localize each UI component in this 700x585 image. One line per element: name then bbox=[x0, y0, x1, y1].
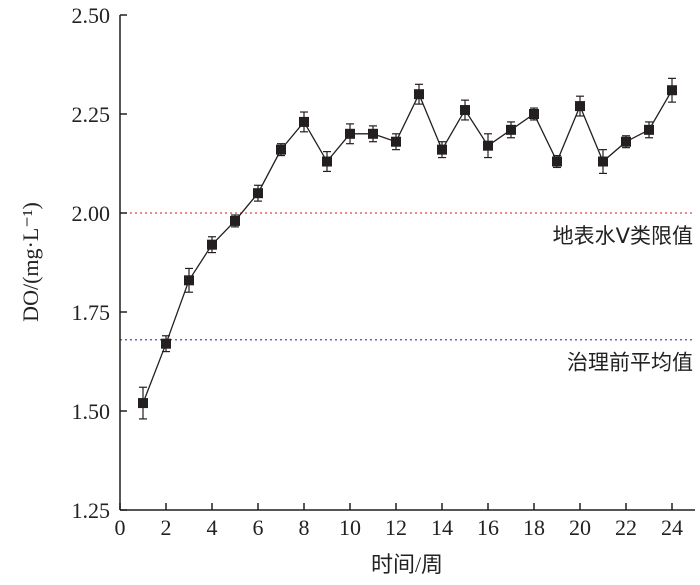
data-point bbox=[138, 398, 148, 409]
x-tick-label: 24 bbox=[661, 515, 683, 540]
ticks: 1.251.501.752.002.252.500 2 4 6 8 10 12 14 16 18 2… bbox=[72, 3, 684, 540]
x-tick-label: 10 bbox=[339, 515, 361, 540]
y-tick-label: 1.50 bbox=[72, 399, 111, 424]
x-tick-label: 22 bbox=[615, 515, 637, 540]
y-tick-label: 2.25 bbox=[72, 102, 111, 127]
y-tick-label: 1.75 bbox=[72, 300, 111, 325]
data-point bbox=[529, 109, 539, 119]
x-tick-label: 6 bbox=[253, 515, 264, 540]
reference-line-label: 治理前平均值 bbox=[567, 351, 693, 375]
data-point bbox=[391, 136, 401, 147]
data-point bbox=[506, 124, 516, 135]
y-tick-label: 1.25 bbox=[72, 498, 111, 523]
data-point bbox=[552, 156, 562, 167]
data-point bbox=[161, 338, 171, 349]
x-tick-label: 16 bbox=[477, 515, 499, 540]
data-point bbox=[414, 89, 424, 100]
data-point bbox=[299, 116, 309, 127]
x-tick-label: 4 bbox=[207, 515, 218, 540]
y-tick-label: 2.00 bbox=[72, 201, 111, 226]
data-point bbox=[345, 128, 355, 139]
data-point bbox=[575, 101, 585, 112]
axes bbox=[119, 15, 695, 511]
x-tick-label: 12 bbox=[385, 515, 407, 540]
data-point bbox=[667, 85, 677, 96]
reference-line-label: 地表水V类限值 bbox=[553, 224, 693, 248]
data-point bbox=[460, 105, 470, 116]
data-point bbox=[322, 156, 332, 167]
data-point bbox=[253, 188, 263, 199]
x-axis-title: 时间/周 bbox=[371, 552, 443, 577]
x-tick-label: 14 bbox=[431, 515, 453, 540]
data-point bbox=[207, 239, 217, 250]
data-point bbox=[621, 136, 631, 147]
data-point bbox=[598, 156, 608, 167]
data-point bbox=[184, 275, 194, 286]
y-axis-title: DO/(mg·L⁻¹) bbox=[18, 202, 43, 322]
y-tick-label: 2.50 bbox=[72, 3, 111, 28]
x-tick-label: 0 bbox=[115, 515, 126, 540]
x-tick-label: 20 bbox=[569, 515, 591, 540]
data-point bbox=[437, 144, 447, 155]
data-point bbox=[483, 140, 493, 151]
data-point bbox=[276, 144, 286, 155]
data-point bbox=[644, 124, 654, 135]
x-tick-label: 18 bbox=[523, 515, 545, 540]
x-tick-label: 2 bbox=[161, 515, 172, 540]
x-tick-label: 8 bbox=[299, 515, 310, 540]
series bbox=[138, 77, 677, 420]
data-point bbox=[230, 215, 240, 226]
data-point bbox=[368, 128, 378, 139]
